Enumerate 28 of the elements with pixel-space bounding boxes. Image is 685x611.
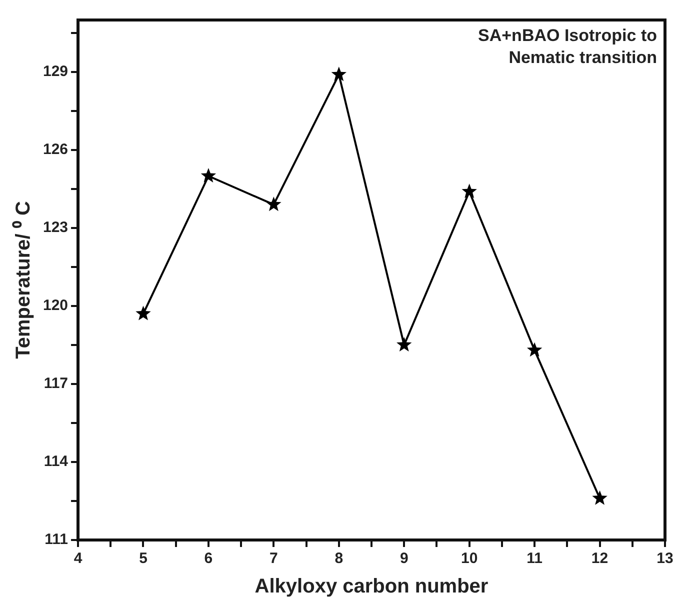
x-axis-title: Alkyloxy carbon number [254, 576, 488, 598]
x-tick-label: 5 [139, 550, 148, 568]
x-tick-label: 4 [74, 550, 83, 568]
x-tick-label: 13 [656, 550, 674, 568]
y-tick-label: 123 [42, 219, 68, 236]
x-tick-label: 9 [400, 550, 408, 568]
x-tick-label: 11 [526, 550, 542, 568]
point [526, 342, 542, 357]
x-tick-label: 7 [270, 550, 278, 568]
x-tick-label: 10 [461, 550, 478, 568]
x-tick-label: 8 [334, 550, 344, 568]
y-tick-label: 114 [44, 453, 69, 470]
y-tick-label: 117 [44, 375, 68, 392]
y-tick-label: 111 [44, 531, 68, 548]
point [331, 66, 347, 82]
x-tick-label: 6 [204, 550, 213, 568]
x-tick-label: 12 [591, 550, 608, 568]
y-axis-title: Temperature/ ⁰ C [12, 201, 35, 359]
y-tick-label: 126 [42, 141, 68, 158]
point [396, 337, 412, 352]
point [136, 306, 151, 320]
point [200, 168, 216, 182]
point [462, 184, 477, 198]
point [266, 196, 282, 212]
y-tick-label: 120 [42, 297, 68, 314]
point [592, 490, 608, 505]
y-tick-label: 129 [42, 63, 68, 80]
annotation: SA+nBAO Isotropic to Nematic transition [478, 26, 657, 68]
